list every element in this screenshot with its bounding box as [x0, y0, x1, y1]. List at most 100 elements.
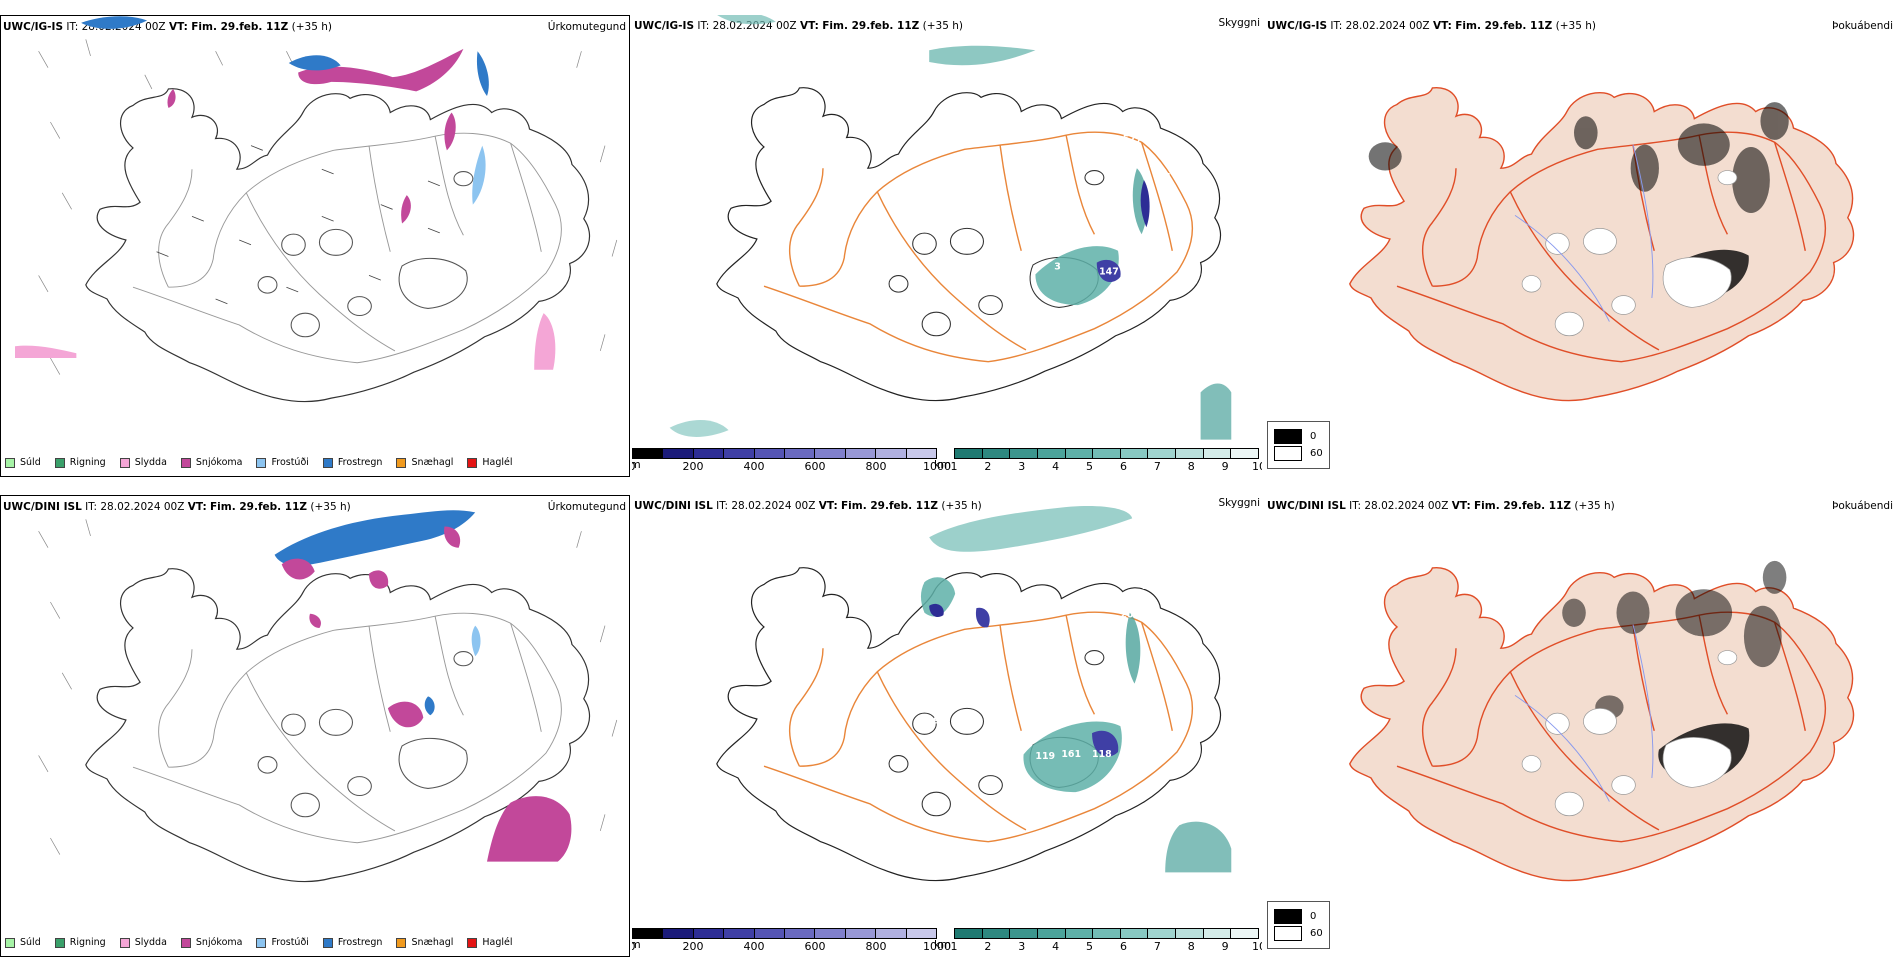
precip-legend-label: Snjókoma: [195, 457, 243, 468]
colorbar-tick: 3: [1018, 460, 1026, 473]
precip-map: [15, 16, 618, 403]
colorbar-segment: [724, 929, 755, 938]
visibility-label: 57: [915, 560, 928, 571]
colorbar-segment: [815, 449, 846, 458]
colorbar-tick: 800: [865, 940, 887, 953]
precip-legend-swatch: [54, 457, 65, 468]
panel-header: UWC/DINI ISL IT: 28.02.2024 00Z VT: Fim.…: [634, 500, 982, 512]
colorbar-segment: [1203, 449, 1232, 458]
colorbar-segment: [1093, 929, 1121, 938]
precip-legend-swatch: [256, 457, 267, 468]
colorbar-segment: [1010, 929, 1038, 938]
precip-legend-label: Snæhagl: [411, 937, 454, 948]
precip-legend-swatch: [180, 457, 191, 468]
panel-type-title: Úrkomutegund: [547, 21, 626, 33]
precip-legend-label: Súld: [20, 937, 41, 948]
colorbar-tick: 6: [1119, 460, 1127, 473]
precip-panel-top: UWC/IG-IS IT: 28.02.2024 00Z VT: Fim. 29…: [0, 15, 630, 477]
colorbar-tick: 400: [743, 460, 765, 473]
visibility-label: 577: [1123, 134, 1143, 145]
colorbar-tick: 2: [984, 460, 992, 473]
precip-legend-label: Snjókoma: [195, 937, 243, 948]
visibility-map: 57 118 19 119 161 118 208 12: [716, 505, 1232, 882]
precip-legend-item: Snæhagl: [396, 457, 453, 468]
colorbar-segment: [1120, 449, 1149, 458]
visibility-panel-bottom: UWC/DINI ISL IT: 28.02.2024 00Z VT: Fim.…: [632, 495, 1262, 957]
precip-legend-swatch: [322, 457, 333, 468]
colorbar-segment: [1148, 449, 1177, 458]
colorbar-segment: [845, 449, 877, 458]
precip-legend-swatch: [256, 937, 267, 948]
precip-legend-label: Frostregn: [337, 937, 383, 948]
visibility-label: 12: [1142, 581, 1155, 592]
fog-map: [1349, 560, 1855, 882]
fog-panel-top: UWC/IG-IS IT: 28.02.2024 00Z VT: Fim. 29…: [1265, 15, 1895, 477]
colorbar-tick: 4: [1052, 460, 1060, 473]
colorbar-segment: [785, 449, 816, 458]
fog-panel-bottom: UWC/DINI ISL IT: 28.02.2024 00Z VT: Fim.…: [1265, 495, 1895, 957]
precip-panel-bottom: UWC/DINI ISL IT: 28.02.2024 00Z VT: Fim.…: [0, 495, 630, 957]
precip-legend-label: Rigning: [69, 937, 106, 948]
fog-legend: 0 60: [1267, 421, 1330, 469]
colorbar-segment: [693, 929, 725, 938]
visibility-label: 19: [927, 716, 940, 727]
colorbar-tick: 1000: [923, 460, 951, 473]
colorbar-segment: [754, 929, 786, 938]
precip-legend-label: Rigning: [69, 457, 106, 468]
panel-type-title: Þokuábendi: [1832, 500, 1893, 512]
colorbar-segment: [1203, 929, 1232, 938]
colorbar-segment: [1176, 449, 1204, 458]
visibility-colorbar: 1 2 3 4 5 6 7 8 9 10 km: [934, 928, 1262, 953]
panel-type-title: Úrkomutegund: [547, 501, 626, 513]
visibility-label: 3: [1054, 262, 1061, 273]
fog-legend-label: 60: [1310, 928, 1323, 939]
visibility-label: 208: [1120, 610, 1140, 621]
precip-legend-label: Slydda: [134, 457, 167, 468]
precip-legend-label: Snæhagl: [411, 457, 454, 468]
visibility-label: 118: [939, 560, 959, 571]
colorbar-segment: [982, 449, 1011, 458]
precip-legend-label: Frostúði: [271, 457, 309, 468]
panel-type-title: Þokuábendi: [1832, 20, 1893, 32]
fog-map: [1349, 86, 1855, 402]
colorbar-tick: 0: [632, 940, 636, 953]
precip-legend-item: Snæhagl: [396, 937, 453, 948]
colorbar-segment: [693, 449, 725, 458]
fog-legend-label: 0: [1310, 911, 1317, 922]
panel-header: UWC/DINI ISL IT: 28.02.2024 00Z VT: Fim.…: [1267, 500, 1615, 512]
precip-legend-label: Slydda: [134, 937, 167, 948]
fog-legend-swatch: [1274, 446, 1302, 461]
precip-legend-swatch: [54, 937, 65, 948]
precip-legend: Súld Rigning Slydda Snjókoma Frostúði Frostre…: [5, 937, 513, 948]
colorbar-segment: [633, 929, 664, 938]
fog-legend-swatch: [1274, 429, 1302, 444]
precip-legend-label: Haglél: [482, 937, 513, 948]
colorbar-segment: [906, 449, 937, 458]
panel-type-title: Skyggni: [1218, 17, 1261, 29]
colorbar-segment: [982, 929, 1011, 938]
precip-legend-label: Frostúði: [271, 937, 309, 948]
colorbar-tick: 600: [804, 940, 826, 953]
colorbar-segment: [663, 449, 694, 458]
colorbar-tick: 4: [1052, 940, 1060, 953]
precip-legend-item: Súld: [5, 937, 41, 948]
colorbar-segment: [955, 449, 983, 458]
colorbar-tick: 6: [1119, 940, 1127, 953]
colorbar-tick: 7: [1153, 460, 1161, 473]
colorbar-segment: [876, 929, 907, 938]
colorbar-tick: 0: [632, 460, 636, 473]
colorbar-segment: [754, 449, 786, 458]
colorbar-segment: [1037, 929, 1066, 938]
colorbar-tick: 400: [743, 940, 765, 953]
visibility-colorbar: 1 2 3 4 5 6 7 8 9 10 km: [934, 448, 1262, 473]
colorbar-segment: [815, 929, 846, 938]
colorbar-segment: [1037, 449, 1066, 458]
precip-legend-swatch: [119, 937, 130, 948]
visibility-unit: km: [934, 938, 952, 951]
precip-legend-swatch: [396, 937, 407, 948]
colorbar-segment: [724, 449, 755, 458]
colorbar-tick: 5: [1086, 940, 1094, 953]
visibility-map: 577 24 1 147 3: [669, 15, 1232, 440]
visibility-label: 147: [1099, 266, 1119, 277]
precip-legend-swatch: [396, 457, 407, 468]
